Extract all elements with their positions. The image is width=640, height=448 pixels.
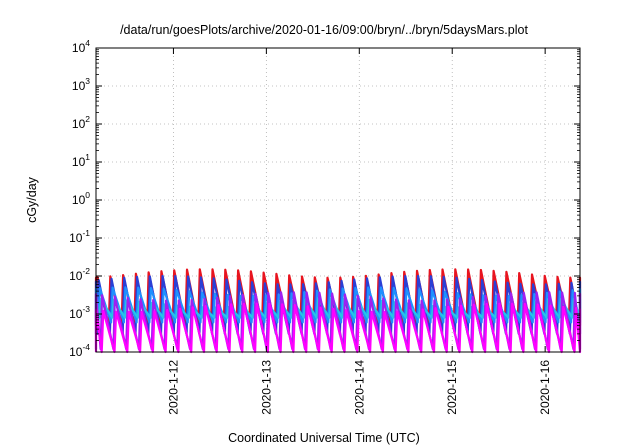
y-tick-label: 100 xyxy=(72,190,90,207)
y-tick-exponent: 4 xyxy=(85,38,90,48)
series-line xyxy=(94,286,582,324)
y-tick-exponent: -1 xyxy=(82,228,90,238)
y-axis-label: cGy/day xyxy=(25,176,39,223)
y-tick-label: 10-1 xyxy=(69,228,90,245)
chart-title: /data/run/goesPlots/archive/2020-01-16/0… xyxy=(120,23,528,37)
y-tick-exponent: 1 xyxy=(85,152,90,162)
y-tick-label: 102 xyxy=(72,114,90,131)
y-tick-exponent: -4 xyxy=(82,342,90,352)
ticks: 10-410-310-210-11001011021031042020-1-12… xyxy=(69,38,580,415)
x-tick-label: 2020-1-16 xyxy=(538,360,552,415)
y-tick-label: 10-2 xyxy=(69,266,90,283)
y-tick-label: 103 xyxy=(72,76,90,93)
x-tick-label: 2020-1-14 xyxy=(352,360,366,415)
y-tick-exponent: 3 xyxy=(85,76,90,86)
y-tick-label: 10-4 xyxy=(69,342,90,359)
series-layer xyxy=(94,268,582,354)
x-axis-label: Coordinated Universal Time (UTC) xyxy=(228,431,420,445)
y-tick-exponent: 2 xyxy=(85,114,90,124)
x-tick-label: 2020-1-15 xyxy=(445,360,459,415)
x-tick-label: 2020-1-12 xyxy=(166,360,180,415)
y-tick-label: 10-3 xyxy=(69,304,90,321)
y-tick-exponent: 0 xyxy=(85,190,90,200)
y-tick-exponent: -2 xyxy=(82,266,90,276)
y-tick-exponent: -3 xyxy=(82,304,90,314)
y-tick-label: 101 xyxy=(72,152,90,169)
y-tick-label: 104 xyxy=(72,38,90,55)
x-tick-label: 2020-1-13 xyxy=(259,360,273,415)
